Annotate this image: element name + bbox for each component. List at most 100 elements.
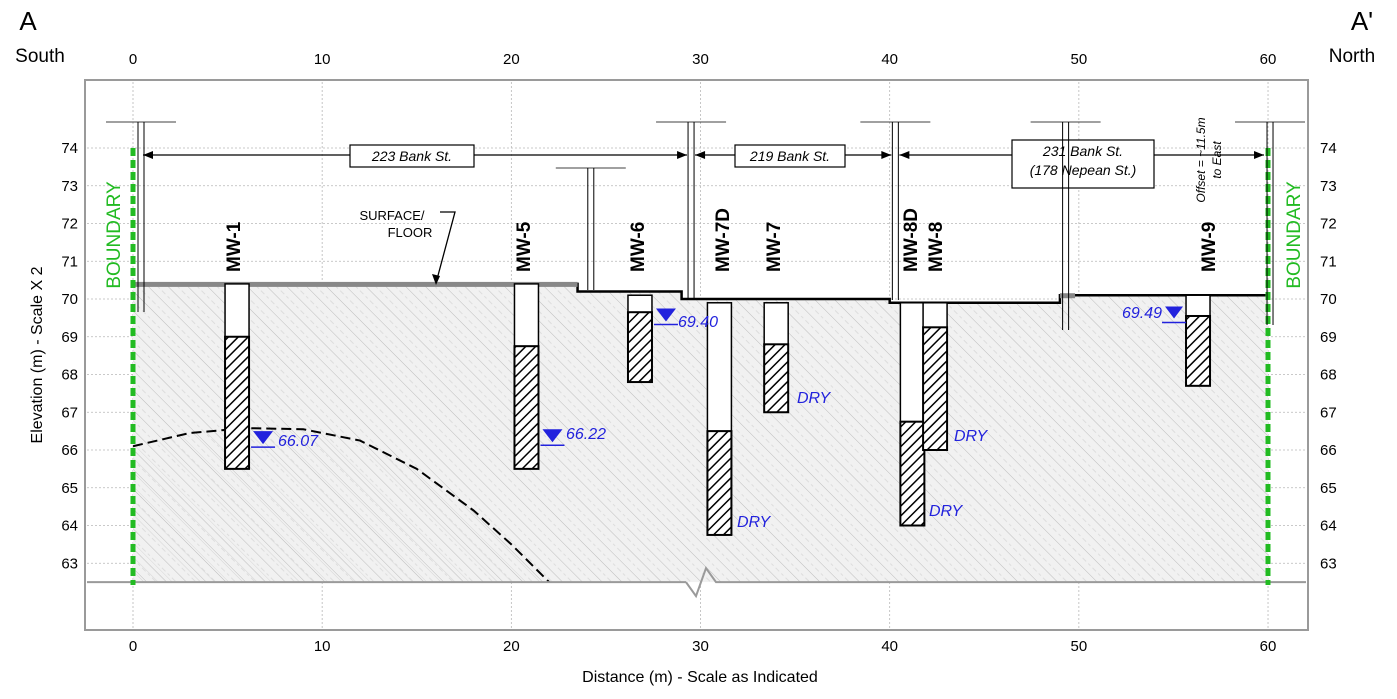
y-axis-label: Elevation (m) - Scale X 2 (29, 266, 46, 443)
property-label: 219 Bank St. (749, 148, 830, 164)
well-screen (899, 420, 926, 527)
axis-ticks: 0 0 10 10 20 20 30 30 40 40 50 50 60 60 74 74 73 73 72 72 71… (61, 51, 1336, 655)
well-label-mw-9: MW-9 (1199, 222, 1220, 272)
x-axis-label: Distance (m) - Scale as Indicated (582, 669, 818, 686)
dry-label: DRY (737, 514, 772, 531)
x-tick-bottom-60: 60 (1260, 638, 1277, 655)
well-riser (224, 283, 250, 338)
surface-leader-arrow (432, 274, 440, 285)
y-tick-right-68: 68 (1320, 367, 1337, 384)
property-label: (178 Nepean St.) (1030, 162, 1137, 178)
water-level-label: 66.22 (566, 426, 606, 443)
y-tick-right-66: 66 (1320, 442, 1337, 459)
end-direction: North (1329, 46, 1375, 67)
y-tick-left-67: 67 (61, 404, 78, 421)
section-break-symbol (685, 565, 1306, 599)
y-tick-left-65: 65 (61, 480, 78, 497)
x-tick-bottom-10: 10 (314, 638, 331, 655)
y-tick-left-71: 71 (61, 253, 78, 270)
x-tick-bottom-30: 30 (692, 638, 709, 655)
y-tick-left-66: 66 (61, 442, 78, 459)
well-label-mw-8d: MW-8D (901, 208, 922, 272)
y-tick-left-72: 72 (61, 216, 78, 233)
well-riser (513, 283, 540, 347)
y-tick-left-70: 70 (61, 291, 78, 308)
water-level-label: 69.40 (678, 314, 718, 331)
well-screen (626, 311, 653, 384)
well-riser (763, 302, 789, 346)
dimension-arrow-start (899, 151, 910, 159)
y-tick-right-64: 64 (1320, 518, 1337, 535)
well-riser (899, 302, 926, 423)
floor-slab-231 (1059, 293, 1076, 299)
water-level-label: 69.49 (1122, 305, 1162, 322)
surface-label-line2: FLOOR (388, 225, 433, 240)
well-label-mw-5: MW-5 (514, 221, 535, 272)
property-label: 231 Bank St. (1042, 143, 1123, 159)
x-tick-top-60: 60 (1260, 51, 1277, 68)
x-tick-top-10: 10 (314, 51, 331, 68)
start-direction: South (15, 46, 65, 67)
surface-leader-line (435, 211, 456, 284)
well-riser (1185, 294, 1211, 317)
ground-profile (87, 281, 1306, 599)
floor-slab-223 (133, 281, 578, 287)
y-tick-right-65: 65 (1320, 480, 1337, 497)
dimension-arrow-end (881, 151, 892, 159)
y-tick-left-63: 63 (61, 555, 78, 572)
dimension-arrow-start (143, 151, 153, 159)
y-tick-right-74: 74 (1320, 140, 1337, 157)
y-tick-right-67: 67 (1320, 404, 1337, 421)
y-tick-right-70: 70 (1320, 291, 1337, 308)
well-screen (922, 326, 949, 451)
dimension-arrow-end (1254, 151, 1265, 159)
property-label-box (349, 144, 475, 168)
property-label: 223 Bank St. (371, 148, 452, 164)
x-tick-bottom-20: 20 (503, 638, 520, 655)
boundary-label-south: BOUNDARY (104, 181, 125, 289)
y-tick-right-71: 71 (1320, 253, 1337, 270)
well-riser (706, 302, 733, 432)
dimension-arrow-start (695, 151, 706, 159)
surface-floor-line (133, 282, 1269, 305)
surface-label-line1: SURFACE/ (359, 208, 424, 223)
dimension-arrow-end (677, 151, 688, 159)
well-label-mw-7: MW-7 (764, 222, 785, 272)
y-tick-right-73: 73 (1320, 178, 1337, 195)
y-tick-left-74: 74 (61, 140, 78, 157)
x-tick-top-20: 20 (503, 51, 520, 68)
water-level-marker (253, 431, 274, 445)
dry-label: DRY (797, 390, 832, 407)
section-start-label: A (19, 6, 37, 36)
x-tick-top-40: 40 (881, 51, 898, 68)
well-screen (763, 343, 790, 414)
water-level-marker (542, 429, 563, 443)
y-tick-left-73: 73 (61, 178, 78, 195)
x-tick-bottom-50: 50 (1071, 638, 1088, 655)
water-level-marker (1165, 306, 1184, 319)
well-screen (1185, 314, 1212, 387)
property-label-box (734, 144, 846, 168)
dry-label: DRY (954, 428, 989, 445)
water-level-marker (655, 308, 676, 322)
x-tick-top-0: 0 (129, 51, 137, 68)
y-tick-left-64: 64 (61, 518, 78, 535)
section-end-label: A' (1351, 6, 1373, 36)
boundary-label-north: BOUNDARY (1284, 181, 1305, 289)
y-tick-right-63: 63 (1320, 555, 1337, 572)
well-riser (627, 294, 653, 313)
y-tick-right-72: 72 (1320, 216, 1337, 233)
y-tick-left-69: 69 (61, 329, 78, 346)
x-tick-bottom-0: 0 (129, 638, 137, 655)
well-screen (706, 430, 733, 536)
well-screen (513, 345, 540, 470)
well-label-mw-7d: MW-7D (713, 208, 734, 272)
water-level-label: 66.07 (278, 433, 319, 450)
well-label-mw-1: MW-1 (224, 221, 245, 272)
x-tick-bottom-40: 40 (881, 638, 898, 655)
well-riser (922, 302, 948, 329)
offset-note-line2: to East (1210, 141, 1224, 179)
x-tick-top-30: 30 (692, 51, 709, 68)
y-tick-left-68: 68 (61, 367, 78, 384)
